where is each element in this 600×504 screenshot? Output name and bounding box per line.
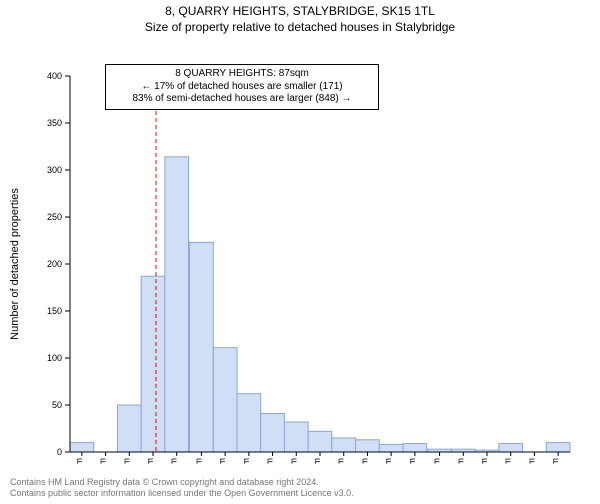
histogram-bar	[403, 444, 427, 452]
svg-text:24sqm: 24sqm	[98, 458, 108, 464]
annotation-line-2: ← 17% of detached houses are smaller (17…	[112, 81, 372, 94]
annotation-line-1: 8 QUARRY HEIGHTS: 87sqm	[112, 68, 372, 81]
svg-text:300: 300	[47, 165, 62, 175]
histogram-bar	[237, 394, 261, 452]
histogram-bar	[70, 443, 94, 452]
footer-line-1: Contains HM Land Registry data © Crown c…	[10, 477, 354, 489]
svg-text:458sqm: 458sqm	[526, 458, 536, 464]
svg-text:410sqm: 410sqm	[479, 458, 489, 464]
histogram-bar	[165, 157, 189, 452]
svg-text:289sqm: 289sqm	[359, 458, 369, 464]
footer-attribution: Contains HM Land Registry data © Crown c…	[10, 477, 354, 500]
svg-text:362sqm: 362sqm	[432, 458, 442, 464]
footer-line-2: Contains public sector information licen…	[10, 488, 354, 500]
histogram-bar	[379, 444, 403, 452]
histogram-bar	[117, 405, 141, 452]
svg-text:400: 400	[47, 71, 62, 81]
svg-text:250: 250	[47, 212, 62, 222]
histogram-bar	[190, 242, 214, 452]
histogram-bar	[499, 444, 523, 452]
svg-text:193sqm: 193sqm	[265, 458, 275, 464]
histogram-bar	[284, 422, 308, 452]
svg-text:48sqm: 48sqm	[121, 458, 131, 464]
svg-text:434sqm: 434sqm	[503, 458, 513, 464]
svg-text:200: 200	[47, 259, 62, 269]
svg-text:169sqm: 169sqm	[241, 458, 251, 464]
svg-text:150: 150	[47, 306, 62, 316]
svg-text:0: 0	[57, 447, 62, 457]
svg-text:482sqm: 482sqm	[550, 458, 560, 464]
chart-subtitle: Size of property relative to detached ho…	[0, 20, 600, 34]
svg-text:100: 100	[47, 353, 62, 363]
svg-text:145sqm: 145sqm	[217, 458, 227, 464]
svg-text:121sqm: 121sqm	[193, 458, 203, 464]
histogram-bar	[213, 348, 237, 452]
page-title: 8, QUARRY HEIGHTS, STALYBRIDGE, SK15 1TL	[0, 4, 600, 18]
histogram-bar	[261, 413, 285, 452]
svg-text:96sqm: 96sqm	[169, 458, 179, 464]
svg-text:241sqm: 241sqm	[312, 458, 322, 464]
y-axis-label: Number of detached properties	[9, 188, 21, 340]
svg-text:313sqm: 313sqm	[383, 458, 393, 464]
annotation-box: 8 QUARRY HEIGHTS: 87sqm ← 17% of detache…	[105, 64, 379, 110]
histogram-bar	[546, 443, 570, 452]
histogram-bar	[332, 438, 356, 452]
histogram-bar	[356, 440, 380, 452]
svg-text:217sqm: 217sqm	[288, 458, 298, 464]
svg-text:337sqm: 337sqm	[407, 458, 417, 464]
svg-text:386sqm: 386sqm	[455, 458, 465, 464]
svg-text:265sqm: 265sqm	[336, 458, 346, 464]
svg-text:350: 350	[47, 118, 62, 128]
svg-text:72sqm: 72sqm	[145, 458, 155, 464]
annotation-line-3: 83% of semi-detached houses are larger (…	[112, 93, 372, 106]
svg-text:0sqm: 0sqm	[74, 458, 84, 464]
svg-text:50: 50	[52, 400, 62, 410]
histogram-bar	[308, 431, 332, 452]
histogram-bar	[141, 276, 165, 452]
